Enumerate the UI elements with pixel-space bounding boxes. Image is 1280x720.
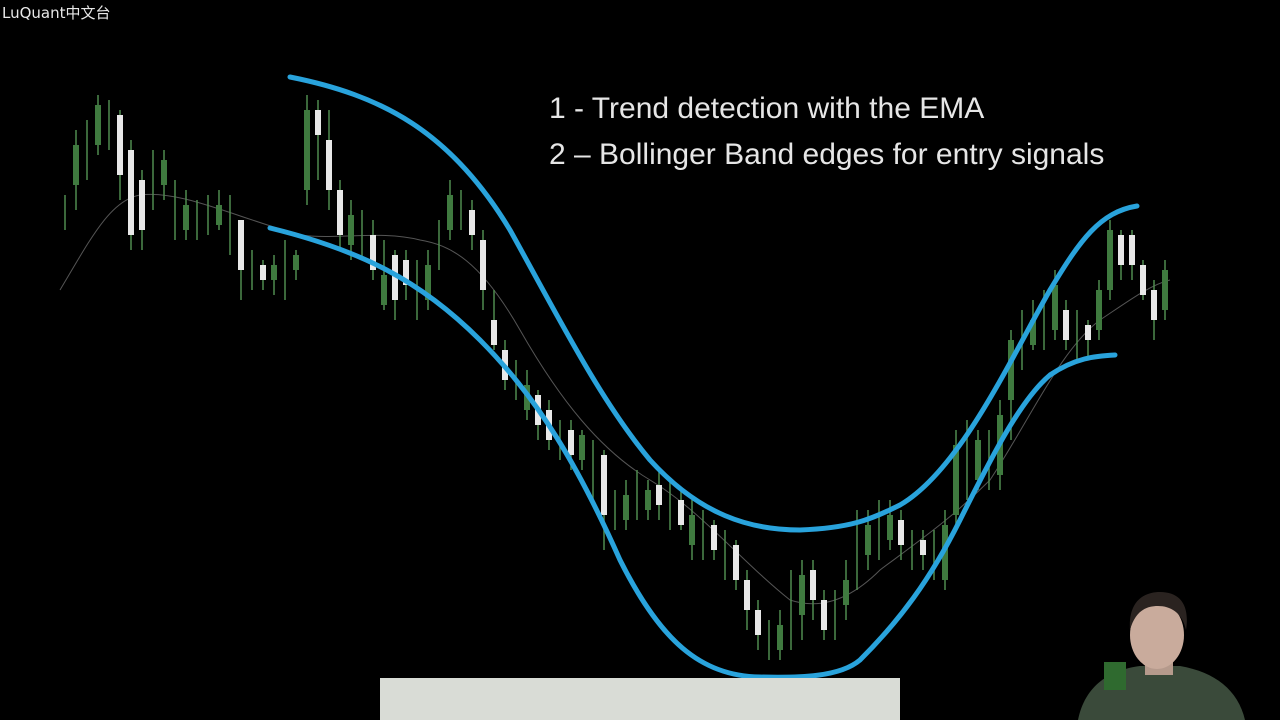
bullet-list: 1 - Trend detection with the EMA 2 – Bol… bbox=[549, 86, 1109, 178]
upper-band bbox=[287, 74, 1140, 533]
bullet-point: 2 – Bollinger Band edges for entry signa… bbox=[549, 138, 1105, 171]
bottom-panel bbox=[380, 678, 900, 720]
ema-line bbox=[59, 193, 1171, 605]
watermark: LuQuant中文台 bbox=[2, 4, 111, 22]
presenter-webcam bbox=[1078, 592, 1245, 720]
bullet-point: 1 - Trend detection with the EMA bbox=[549, 92, 985, 125]
candle-bodies-down bbox=[117, 110, 1157, 635]
lower-band bbox=[267, 225, 1118, 680]
